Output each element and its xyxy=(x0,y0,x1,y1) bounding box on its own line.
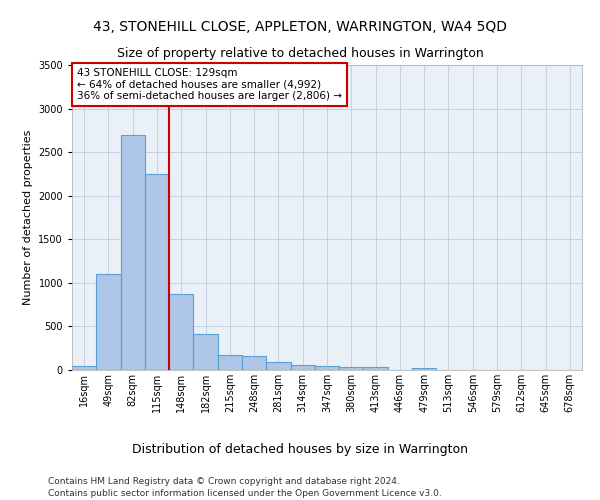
Bar xyxy=(72,366,96,370)
Bar xyxy=(242,356,266,370)
Bar xyxy=(218,355,242,370)
Text: Contains public sector information licensed under the Open Government Licence v3: Contains public sector information licen… xyxy=(48,489,442,498)
Bar xyxy=(96,274,121,370)
Bar xyxy=(266,362,290,370)
Text: 43 STONEHILL CLOSE: 129sqm
← 64% of detached houses are smaller (4,992)
36% of s: 43 STONEHILL CLOSE: 129sqm ← 64% of deta… xyxy=(77,68,342,101)
Bar xyxy=(339,368,364,370)
Text: Distribution of detached houses by size in Warrington: Distribution of detached houses by size … xyxy=(132,442,468,456)
Bar xyxy=(364,368,388,370)
Bar xyxy=(290,365,315,370)
Bar xyxy=(193,334,218,370)
Text: Size of property relative to detached houses in Warrington: Size of property relative to detached ho… xyxy=(116,48,484,60)
Text: Contains HM Land Registry data © Crown copyright and database right 2024.: Contains HM Land Registry data © Crown c… xyxy=(48,478,400,486)
Text: 43, STONEHILL CLOSE, APPLETON, WARRINGTON, WA4 5QD: 43, STONEHILL CLOSE, APPLETON, WARRINGTO… xyxy=(93,20,507,34)
Y-axis label: Number of detached properties: Number of detached properties xyxy=(23,130,32,305)
Bar xyxy=(412,368,436,370)
Bar xyxy=(315,366,339,370)
Bar xyxy=(145,174,169,370)
Bar xyxy=(169,294,193,370)
Bar xyxy=(121,134,145,370)
